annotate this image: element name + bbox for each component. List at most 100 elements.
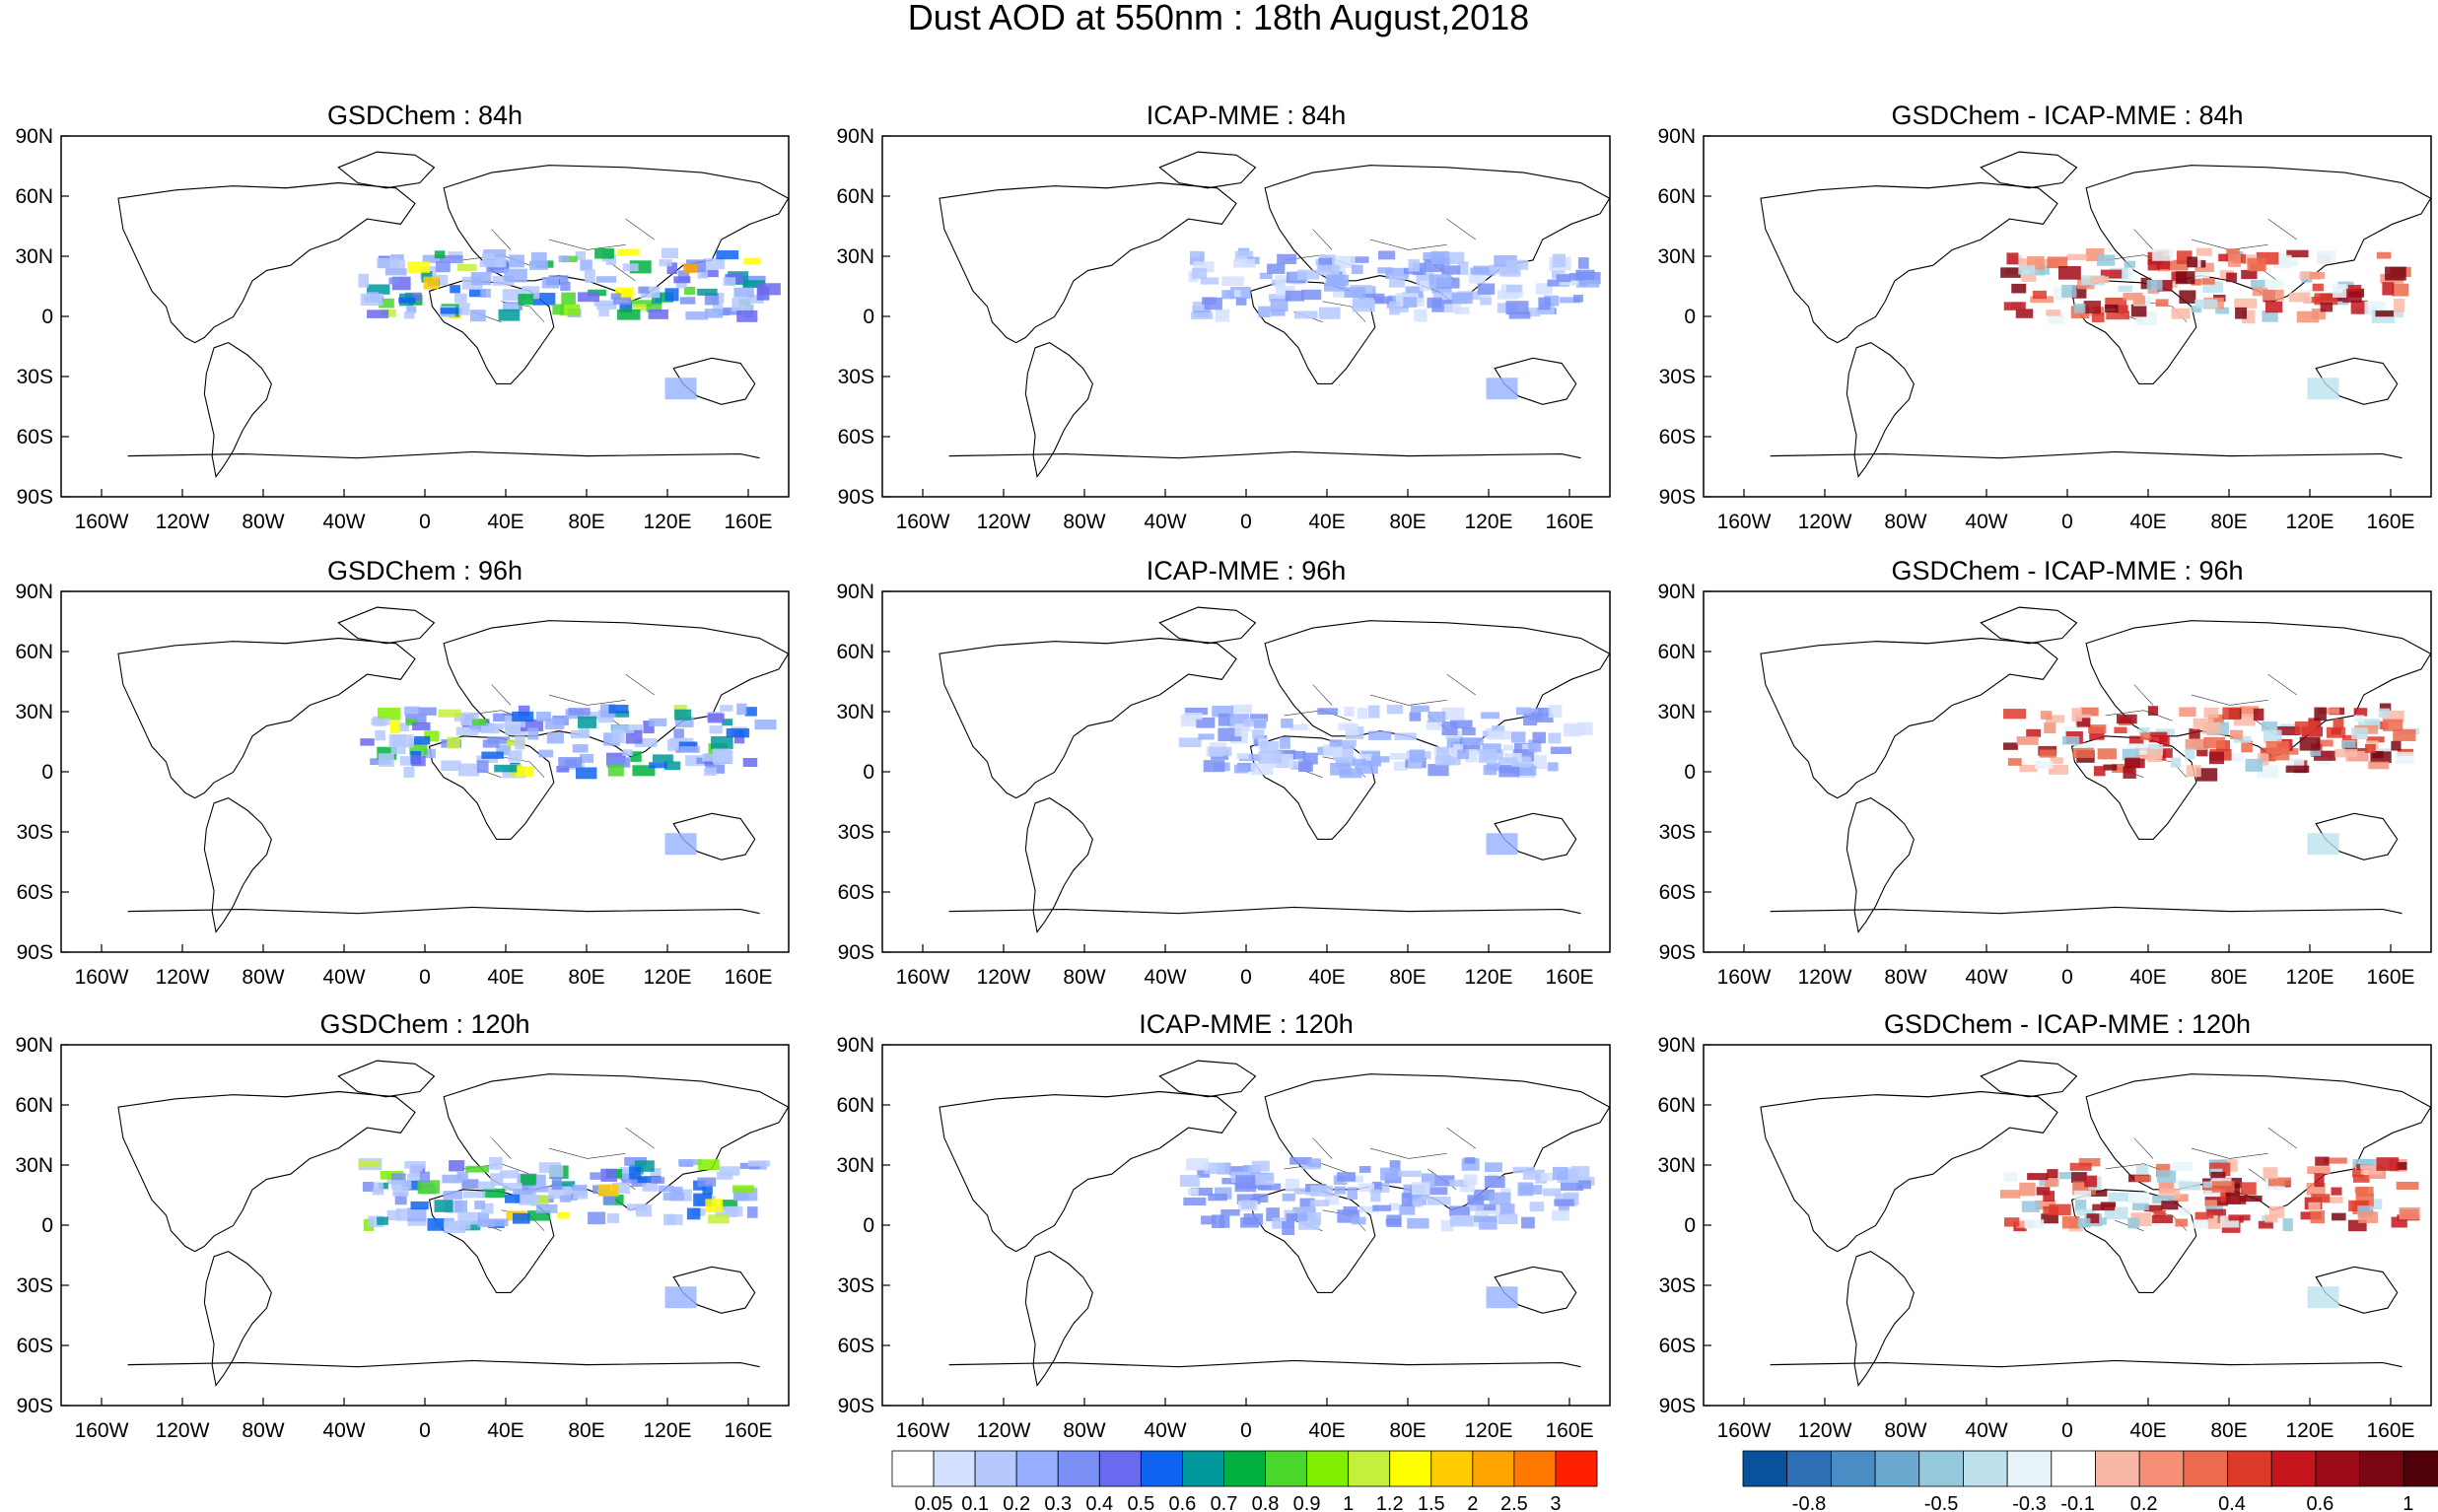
dust-cell	[2207, 714, 2224, 725]
dust-cell	[1502, 744, 1514, 751]
dust-cell	[2347, 284, 2362, 296]
lat-label: 30S	[838, 821, 874, 844]
lat-label: 30S	[838, 366, 874, 388]
dust-cell	[2227, 253, 2241, 267]
dust-cell	[498, 309, 521, 321]
dust-cell	[1367, 705, 1380, 719]
dust-cell	[1386, 704, 1404, 715]
dust-cell	[615, 287, 634, 299]
dust-cell	[659, 259, 672, 267]
dust-cell	[1358, 1205, 1379, 1213]
dust-cell	[440, 254, 463, 264]
dust-cell	[1389, 301, 1400, 315]
dust-cell	[435, 260, 451, 273]
dust-cell	[1257, 1183, 1282, 1191]
lon-label: 160W	[896, 966, 950, 989]
dust-cell	[673, 728, 684, 739]
dust-cell	[638, 286, 650, 294]
dust-cell	[2003, 1217, 2020, 1227]
dust-cell	[616, 309, 641, 320]
dust-cell	[685, 755, 704, 767]
dust-cell	[1302, 752, 1318, 765]
dust-cell	[2220, 1189, 2231, 1203]
dust-cell	[1449, 720, 1473, 729]
dust-cell	[2239, 1196, 2263, 1203]
dust-cell	[1521, 1216, 1535, 1229]
dust-cell	[1491, 724, 1505, 733]
dust-cell	[742, 280, 765, 289]
colorbar-diff-label: -0.5	[1924, 1493, 1958, 1512]
dust-cell	[412, 722, 431, 731]
dust-cell	[2252, 286, 2268, 297]
dust-cell	[2148, 731, 2168, 743]
dust-cell	[2027, 1173, 2049, 1181]
dust-cell	[561, 292, 576, 306]
dust-cell	[377, 1216, 388, 1225]
dust-cell	[2276, 725, 2301, 735]
dust-cell	[541, 276, 560, 289]
dust-cell	[391, 734, 414, 748]
dust-cell	[748, 294, 764, 304]
lon-label: 80E	[2210, 511, 2247, 533]
dust-cell	[1461, 726, 1476, 736]
dust-cell	[384, 268, 407, 276]
dust-cell	[684, 286, 695, 295]
colorbar-aod-label: 0.6	[1169, 1493, 1197, 1512]
dust-cell	[2307, 1166, 2331, 1175]
dust-cell	[462, 1191, 486, 1199]
dust-cell	[2264, 301, 2283, 313]
dust-cell	[535, 712, 551, 722]
dust-cell	[2224, 753, 2244, 762]
panel-title: ICAP-MME : 84h	[1147, 101, 1347, 130]
dust-cell	[1299, 1198, 1315, 1207]
dust-cell	[1221, 290, 1234, 300]
dust-cell	[1486, 378, 1518, 400]
dust-cell	[1367, 730, 1392, 740]
dust-cell	[713, 750, 733, 764]
dust-cell	[2105, 297, 2127, 309]
dust-cell	[1563, 722, 1581, 737]
dust-cell	[2032, 290, 2047, 300]
dust-cell	[2138, 727, 2150, 735]
dust-cell	[2309, 271, 2326, 279]
lat-label: 60S	[17, 881, 53, 904]
dust-cell	[548, 1165, 564, 1178]
dust-cell	[640, 286, 661, 299]
dust-cell	[2261, 722, 2278, 731]
dust-cell	[2370, 1199, 2383, 1210]
dust-cell	[1289, 723, 1309, 731]
dust-cell	[704, 293, 719, 306]
dust-cell	[2050, 757, 2063, 765]
dust-cell	[1468, 274, 1487, 284]
dust-cell	[2258, 753, 2269, 766]
dust-cell	[2265, 740, 2289, 754]
dust-cell	[447, 736, 460, 749]
dust-cell	[2041, 1213, 2058, 1224]
dust-cell	[1486, 1286, 1518, 1309]
lon-label: 80E	[568, 511, 604, 533]
dust-cell	[1536, 714, 1554, 723]
dust-cell	[427, 1217, 445, 1231]
dust-cell	[2284, 748, 2299, 755]
lon-label: 40E	[487, 966, 523, 989]
dust-cell	[2048, 765, 2068, 775]
dust-cell	[559, 304, 581, 316]
dust-cell	[2046, 309, 2061, 316]
lon-label: 0	[419, 511, 431, 533]
dust-cell	[2352, 1174, 2370, 1183]
dust-cell	[1253, 720, 1266, 729]
dust-cell	[530, 1174, 546, 1187]
dust-cell	[1356, 763, 1378, 774]
dust-cell	[1398, 1170, 1422, 1178]
colorbar-aod-label: 3	[1550, 1493, 1561, 1512]
dust-cell	[404, 292, 422, 301]
lat-label: 30S	[838, 1274, 874, 1297]
colorbar-aod-swatch	[1306, 1450, 1350, 1487]
dust-cell	[480, 288, 491, 298]
colorbar-diff-swatch	[2359, 1450, 2404, 1487]
dust-cell	[1510, 731, 1526, 743]
dust-cell	[2125, 758, 2145, 769]
dust-cell	[2168, 259, 2189, 271]
dust-cell	[2352, 1168, 2364, 1178]
colorbar-aod-swatch	[891, 1450, 935, 1487]
